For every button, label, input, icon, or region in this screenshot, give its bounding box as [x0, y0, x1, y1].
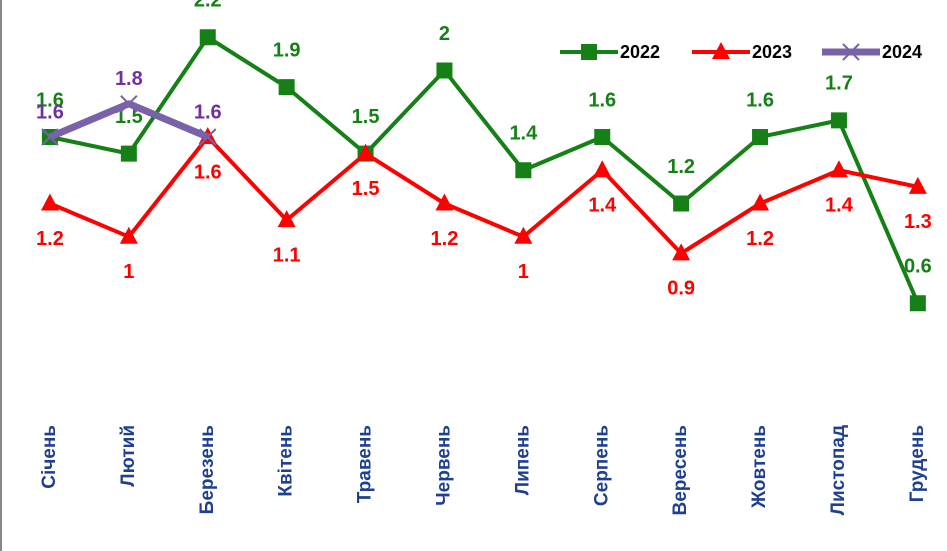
data-label: 1.6 — [194, 161, 222, 183]
data-label: 2.2 — [194, 0, 222, 12]
point — [515, 162, 532, 179]
data-label: 2 — [439, 23, 450, 45]
point — [278, 79, 295, 96]
data-label: 1.2 — [746, 228, 774, 250]
data-label: 1.2 — [36, 228, 64, 250]
point — [435, 193, 454, 211]
point — [41, 128, 59, 146]
legend-marker — [712, 42, 730, 59]
point — [120, 145, 137, 162]
x-tick-label: Березень — [197, 425, 218, 514]
series-line — [49, 35, 920, 305]
legend-label: 2022 — [620, 42, 660, 62]
point — [436, 62, 453, 79]
x-tick-label: Листопад — [828, 425, 849, 515]
data-label: 1.2 — [431, 228, 459, 250]
x-tick-label: Лютий — [118, 425, 139, 487]
data-label: 1.6 — [194, 101, 222, 123]
point — [593, 160, 612, 178]
legend-marker — [842, 43, 860, 61]
point — [908, 176, 927, 194]
point — [199, 29, 216, 46]
data-label: 1.6 — [746, 89, 774, 111]
x-tick-label: Жовтень — [749, 425, 770, 509]
data-label: 1.8 — [115, 68, 143, 90]
point — [594, 129, 611, 145]
data-label: 1.4 — [588, 195, 617, 217]
data-label: 1 — [123, 261, 134, 283]
data-label: 1.6 — [588, 89, 616, 111]
point — [672, 243, 691, 261]
point — [830, 112, 847, 129]
data-label: 1.6 — [36, 89, 64, 111]
point — [909, 295, 926, 312]
point — [829, 160, 848, 178]
data-label: 1.4 — [509, 123, 538, 145]
x-tick-label: Червень — [433, 425, 454, 506]
point — [199, 128, 217, 146]
point — [356, 143, 375, 161]
data-label: 0.9 — [667, 278, 695, 300]
data-label: 1.5 — [352, 178, 380, 200]
legend-item: 2022 — [560, 42, 660, 62]
legend-marker — [581, 44, 597, 60]
data-label: 1.2 — [667, 156, 695, 178]
series-line — [49, 135, 919, 256]
data-label: 1.6 — [36, 101, 64, 123]
point — [40, 193, 59, 211]
point — [277, 210, 296, 228]
data-label: 1.9 — [273, 39, 301, 61]
x-tick-label: Вересень — [670, 425, 691, 516]
point — [752, 129, 769, 145]
point — [120, 95, 138, 113]
legend-item: 2024 — [822, 42, 922, 62]
x-tick-label: Серпень — [591, 425, 612, 506]
legend-label: 2024 — [882, 42, 922, 62]
data-label: 1.3 — [904, 211, 932, 233]
point — [119, 226, 138, 244]
legend-label: 2023 — [752, 42, 792, 62]
data-label: 1 — [518, 261, 529, 283]
legend-item: 2023 — [692, 42, 792, 62]
data-label: 1.4 — [825, 195, 854, 217]
point — [673, 195, 690, 212]
point — [514, 226, 533, 244]
x-tick-label: Травень — [355, 425, 376, 503]
data-label: 1.1 — [273, 244, 301, 266]
data-label: 1.5 — [352, 106, 380, 128]
point — [751, 193, 770, 211]
x-tick-label: Січень — [39, 425, 60, 489]
x-tick-label: Грудень — [907, 425, 928, 502]
data-label: 1.7 — [825, 73, 853, 95]
x-tick-label: Квітень — [276, 425, 297, 497]
x-tick-label: Липень — [512, 425, 533, 495]
data-label: 0.6 — [904, 256, 932, 278]
